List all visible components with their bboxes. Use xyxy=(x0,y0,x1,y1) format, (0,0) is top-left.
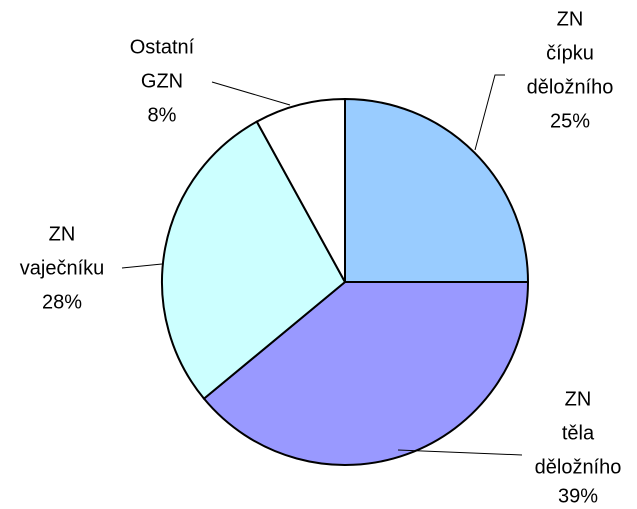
value-label: 25% xyxy=(550,110,590,132)
slice-label: ZN xyxy=(565,388,592,410)
value-label: 8% xyxy=(148,104,177,126)
leader-line xyxy=(397,449,523,456)
slice-label: čípku xyxy=(546,42,594,64)
slice-label: těla xyxy=(562,422,595,444)
slice-label: ZN xyxy=(49,223,76,245)
slice-label: GZN xyxy=(141,70,183,92)
slice-label: ZN xyxy=(557,8,584,30)
leader-line xyxy=(121,263,163,269)
slice-label: Ostatní xyxy=(130,36,195,58)
slice-label: děložního xyxy=(535,456,622,478)
pie-slice xyxy=(255,97,346,283)
slice-label: vaječníku xyxy=(20,257,105,279)
pie-slice xyxy=(344,97,530,283)
leader-line xyxy=(211,81,291,106)
pie-slice xyxy=(202,281,530,466)
slice-label: děložního xyxy=(527,76,614,98)
value-label: 28% xyxy=(42,291,82,313)
leader-line xyxy=(474,74,505,151)
value-label: 39% xyxy=(558,485,598,507)
pie-slice xyxy=(161,120,347,401)
